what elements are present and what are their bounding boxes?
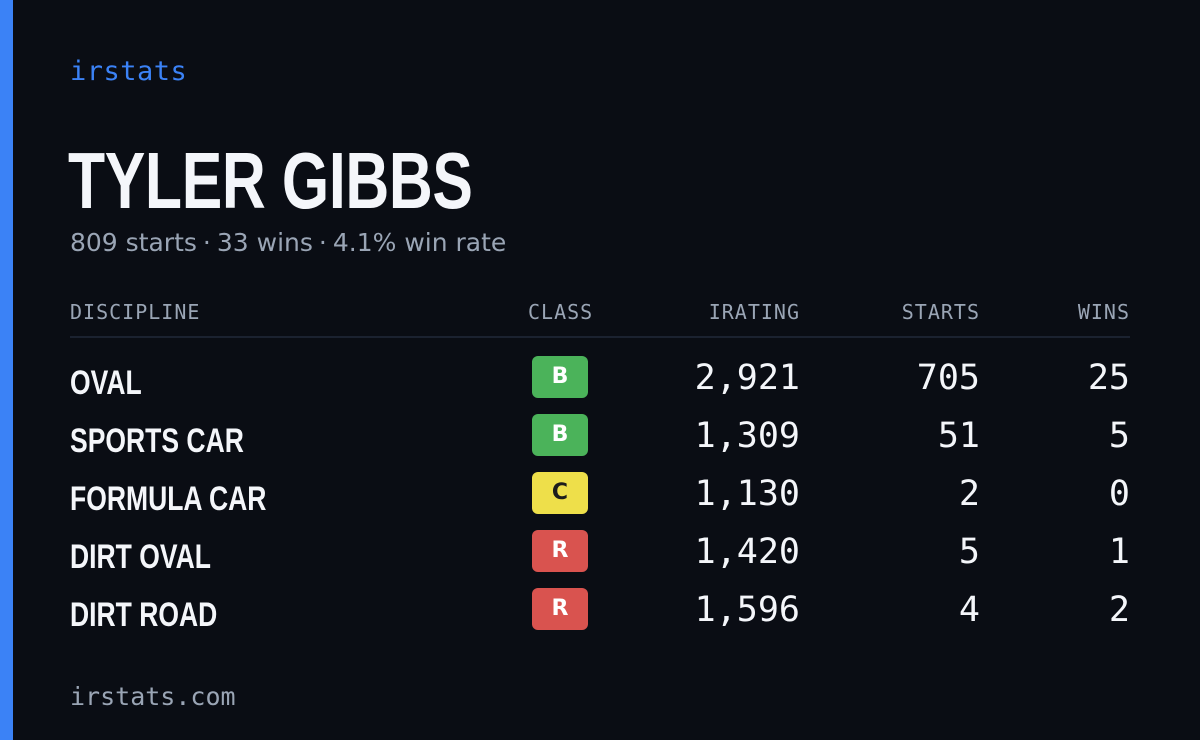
class-badge: C <box>532 472 588 514</box>
class-badge: B <box>532 414 588 456</box>
discipline-name: SPORTS CAR <box>70 422 244 460</box>
wins-value: 0 <box>1108 474 1130 514</box>
wins-value: 2 <box>1108 590 1130 630</box>
driver-summary: 809 starts · 33 wins · 4.1% win rate <box>70 228 506 257</box>
discipline-name: DIRT OVAL <box>70 538 211 576</box>
discipline-name: FORMULA CAR <box>70 480 267 518</box>
wins-value: 1 <box>1108 532 1130 572</box>
irating-value: 2,921 <box>694 358 800 398</box>
table-row: OVAL B 2,921 705 25 <box>70 354 1130 412</box>
irating-value: 1,309 <box>694 416 800 456</box>
starts-value: 51 <box>937 416 980 456</box>
summary-separator: · <box>318 228 327 257</box>
wins-summary: 33 wins <box>216 228 313 257</box>
table-row: DIRT OVAL R 1,420 5 1 <box>70 528 1130 586</box>
discipline-table: DISCIPLINE CLASS IRATING STARTS WINS OVA… <box>70 296 1130 644</box>
header-irating: IRATING <box>708 300 800 324</box>
table-row: FORMULA CAR C 1,130 2 0 <box>70 470 1130 528</box>
wins-value: 5 <box>1108 416 1130 456</box>
header-discipline: DISCIPLINE <box>70 300 201 324</box>
starts-value: 4 <box>958 590 980 630</box>
starts-value: 5 <box>958 532 980 572</box>
table-body: OVAL B 2,921 705 25 SPORTS CAR B 1,309 51 5 FORMUL… <box>70 338 1130 644</box>
class-badge: R <box>532 588 588 630</box>
brand-logo-text[interactable]: irstats <box>70 56 188 87</box>
wins-value: 25 <box>1087 358 1130 398</box>
table-header: DISCIPLINE CLASS IRATING STARTS WINS <box>70 296 1130 338</box>
irating-value: 1,130 <box>694 474 800 514</box>
table-row: DIRT ROAD R 1,596 4 2 <box>70 586 1130 644</box>
discipline-name: OVAL <box>70 364 142 402</box>
header-class: CLASS <box>528 300 594 324</box>
summary-separator: · <box>202 228 211 257</box>
class-badge: R <box>532 530 588 572</box>
discipline-name: DIRT ROAD <box>70 596 218 634</box>
starts-value: 705 <box>916 358 980 398</box>
irating-value: 1,420 <box>694 532 800 572</box>
irating-value: 1,596 <box>694 590 800 630</box>
accent-bar <box>0 0 13 740</box>
starts-summary: 809 starts <box>70 228 197 257</box>
class-badge: B <box>532 356 588 398</box>
starts-value: 2 <box>958 474 980 514</box>
driver-name: TYLER GIBBS <box>68 136 473 225</box>
table-row: SPORTS CAR B 1,309 51 5 <box>70 412 1130 470</box>
footer-url[interactable]: irstats.com <box>70 682 236 711</box>
header-starts: STARTS <box>901 300 980 324</box>
header-wins: WINS <box>1077 300 1130 324</box>
win-rate-summary: 4.1% win rate <box>332 228 507 257</box>
